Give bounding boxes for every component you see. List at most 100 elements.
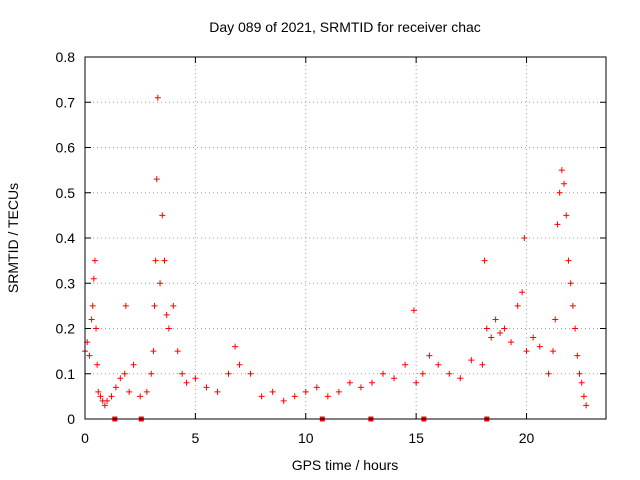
data-point — [108, 393, 115, 400]
data-point — [519, 289, 526, 296]
data-point — [545, 370, 552, 377]
data-point — [567, 280, 574, 287]
data-point — [468, 357, 475, 364]
data-point — [214, 388, 221, 395]
data-point — [357, 384, 364, 391]
data-point — [130, 361, 137, 368]
data-point — [413, 379, 420, 386]
data-point — [280, 397, 287, 404]
chart-title: Day 089 of 2021, SRMTID for receiver cha… — [209, 19, 481, 35]
data-point — [86, 352, 93, 359]
data-point — [269, 388, 276, 395]
x-tick-label: 10 — [298, 430, 314, 446]
data-point — [574, 352, 581, 359]
data-point — [561, 180, 568, 187]
data-point — [159, 212, 166, 219]
data-point — [556, 189, 563, 196]
data-point — [104, 397, 111, 404]
data-point — [90, 275, 97, 282]
data-point — [550, 348, 557, 355]
data-point — [492, 316, 499, 323]
y-tick-label: 0 — [67, 411, 75, 427]
data-point — [552, 316, 559, 323]
data-point — [161, 257, 168, 264]
data-point — [291, 393, 298, 400]
x-tick-label: 5 — [191, 430, 199, 446]
data-point — [179, 370, 186, 377]
y-tick-label: 0.5 — [56, 185, 76, 201]
data-point — [457, 375, 464, 382]
data-point — [97, 393, 104, 400]
data-point — [122, 302, 129, 309]
data-point — [580, 393, 587, 400]
data-point — [497, 330, 504, 337]
data-point — [426, 352, 433, 359]
data-point — [578, 379, 585, 386]
x-axis-label: GPS time / hours — [292, 457, 399, 473]
data-point — [117, 375, 124, 382]
data-point — [150, 348, 157, 355]
data-point — [419, 370, 426, 377]
data-point — [151, 302, 158, 309]
y-tick-label: 0.2 — [56, 321, 76, 337]
data-point — [121, 370, 128, 377]
y-tick-label: 0.1 — [56, 366, 76, 382]
data-point — [154, 94, 161, 101]
data-point — [148, 370, 155, 377]
data-point — [126, 388, 133, 395]
x-tick-label: 0 — [81, 430, 89, 446]
data-point — [368, 379, 375, 386]
data-point — [232, 343, 239, 350]
data-point — [170, 302, 177, 309]
data-point — [483, 325, 490, 332]
data-point — [163, 311, 170, 318]
data-point — [112, 384, 119, 391]
data-point — [565, 257, 572, 264]
y-tick-label: 0.7 — [56, 94, 76, 110]
data-point — [324, 393, 331, 400]
data-point — [479, 361, 486, 368]
data-point — [488, 334, 495, 341]
data-point — [446, 370, 453, 377]
axis-ticks: 0 0.1 0.2 0.3 0.4 0.5 0.6 0.7 0.8 0 5 10 15 20 — [56, 49, 606, 446]
data-point — [89, 302, 96, 309]
data-point — [530, 334, 537, 341]
data-point — [143, 388, 150, 395]
data-point — [569, 302, 576, 309]
data-point — [501, 325, 508, 332]
data-point — [203, 384, 210, 391]
data-point — [572, 325, 579, 332]
x-tick-label: 15 — [408, 430, 424, 446]
data-point — [152, 257, 159, 264]
plot-frame — [84, 56, 607, 420]
data-point — [335, 388, 342, 395]
data-point — [95, 388, 102, 395]
data-point — [101, 402, 108, 409]
data-point — [536, 343, 543, 350]
data-point — [183, 379, 190, 386]
data-point — [157, 280, 164, 287]
data-point — [153, 176, 160, 183]
data-point — [225, 370, 232, 377]
data-point — [91, 257, 98, 264]
data-point — [302, 388, 309, 395]
x-tick-label: 20 — [519, 430, 535, 446]
data-point — [523, 348, 530, 355]
data-point — [508, 339, 515, 346]
data-point — [410, 307, 417, 314]
data-point — [313, 384, 320, 391]
data-point — [514, 302, 521, 309]
data-point — [258, 393, 265, 400]
grid — [85, 57, 606, 419]
y-tick-label: 0.8 — [56, 49, 76, 65]
data-point — [93, 325, 100, 332]
data-point — [558, 167, 565, 174]
data-point — [137, 393, 144, 400]
data-point — [174, 348, 181, 355]
data-point — [521, 235, 528, 241]
data-point — [435, 361, 442, 368]
data-point — [583, 402, 590, 409]
data-point — [88, 316, 95, 323]
y-axis-label: SRMTID / TECUs — [5, 183, 21, 293]
